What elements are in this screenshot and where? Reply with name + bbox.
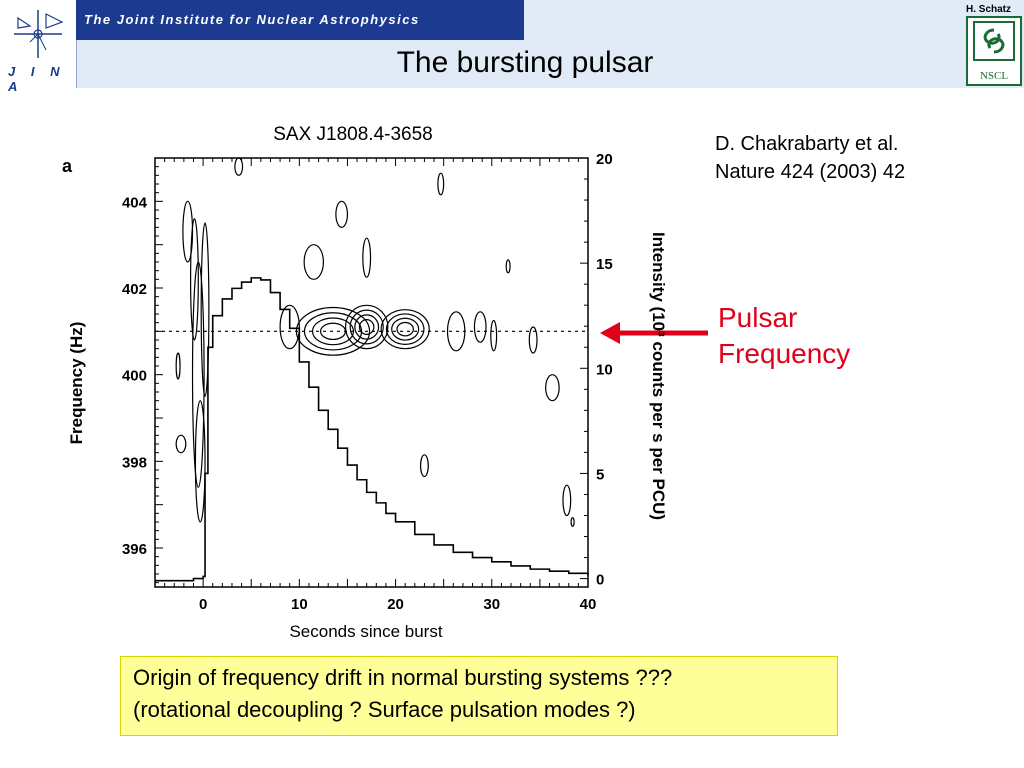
x-tick-label: 30 (483, 596, 500, 613)
y-right-tick-label: 5 (596, 466, 604, 483)
power-contour (295, 306, 371, 356)
pulsar-frequency-annotation: Pulsar Frequency (718, 300, 850, 372)
institute-name: The Joint Institute for Nuclear Astrophy… (84, 12, 420, 27)
question-box: Origin of frequency drift in normal burs… (120, 656, 838, 736)
plot-frame (154, 157, 589, 588)
power-contour (446, 311, 466, 352)
annotation-line-1: Pulsar (718, 302, 798, 333)
power-contour (362, 237, 372, 278)
citation-authors: D. Chakrabarty et al. (715, 133, 899, 155)
annotation-line-2: Frequency (718, 338, 851, 369)
power-contour (175, 434, 187, 454)
question-line-1: Origin of frequency drift in normal burs… (133, 665, 673, 690)
y-axis-left-label: Frequency (Hz) (67, 322, 86, 445)
question-line-2: (rotational decoupling ? Surface pulsati… (133, 697, 636, 722)
power-contour (437, 172, 445, 196)
power-contour (570, 517, 575, 527)
y-left-tick-label: 396 (122, 541, 147, 558)
power-contour (354, 314, 380, 340)
power-contour (391, 317, 420, 341)
power-contour (545, 374, 560, 402)
power-contour (562, 484, 572, 517)
y-left-tick-label: 402 (122, 281, 147, 298)
x-tick-label: 40 (580, 596, 597, 613)
jina-logo-text: J I N A (8, 64, 66, 94)
y-left-tick-label: 404 (122, 194, 148, 211)
y-left-tick-label: 400 (122, 368, 147, 385)
x-tick-label: 20 (387, 596, 404, 613)
y-right-tick-label: 20 (596, 151, 613, 168)
x-tick-label: 0 (199, 596, 207, 613)
power-contour (279, 304, 300, 350)
institute-banner: The Joint Institute for Nuclear Astrophy… (76, 0, 524, 40)
jina-logo: J I N A (0, 0, 77, 94)
nscl-logo: NSCL (966, 16, 1022, 86)
power-contour (419, 454, 429, 478)
power-contour (380, 309, 430, 350)
intensity-lightcurve (155, 277, 589, 582)
power-contour (473, 311, 487, 343)
y-right-tick-label: 10 (596, 361, 613, 378)
power-contour (396, 321, 414, 337)
author-tag: H. Schatz (966, 4, 1012, 15)
chart-title: SAX J1808.4-3658 (273, 124, 433, 145)
power-contour (200, 222, 210, 397)
power-contour (234, 157, 244, 176)
power-contour (385, 313, 425, 345)
citation: D. Chakrabarty et al. Nature 424 (2003) … (715, 130, 905, 186)
power-contour (490, 319, 498, 352)
x-axis-label: Seconds since burst (289, 622, 442, 641)
nscl-logo-text: NSCL (979, 70, 1009, 82)
power-contour (349, 309, 384, 345)
y-axis-right-label: Intensity (10³ counts per s per PCU) (649, 232, 668, 520)
power-contour (175, 352, 181, 380)
citation-journal: Nature 424 (2003) 42 (715, 161, 906, 183)
nscl-emblem-icon (973, 21, 1015, 61)
power-contour (190, 218, 199, 341)
y-right-tick-label: 15 (596, 256, 613, 273)
power-contour (311, 317, 355, 346)
slide-title: The bursting pulsar (396, 46, 654, 79)
x-tick-label: 10 (291, 596, 308, 613)
power-contour (344, 304, 389, 350)
power-contour (505, 259, 511, 274)
power-contour (191, 261, 205, 488)
power-contour (528, 326, 538, 354)
pulsar-arrow-head (600, 322, 620, 344)
power-contour (303, 244, 324, 280)
power-contour (358, 319, 375, 335)
jina-emblem-icon (14, 10, 64, 58)
panel-label: a (62, 156, 73, 176)
power-contour (194, 400, 206, 523)
y-left-tick-label: 398 (122, 454, 147, 471)
y-right-tick-label: 0 (596, 572, 604, 589)
power-contour (335, 200, 349, 228)
